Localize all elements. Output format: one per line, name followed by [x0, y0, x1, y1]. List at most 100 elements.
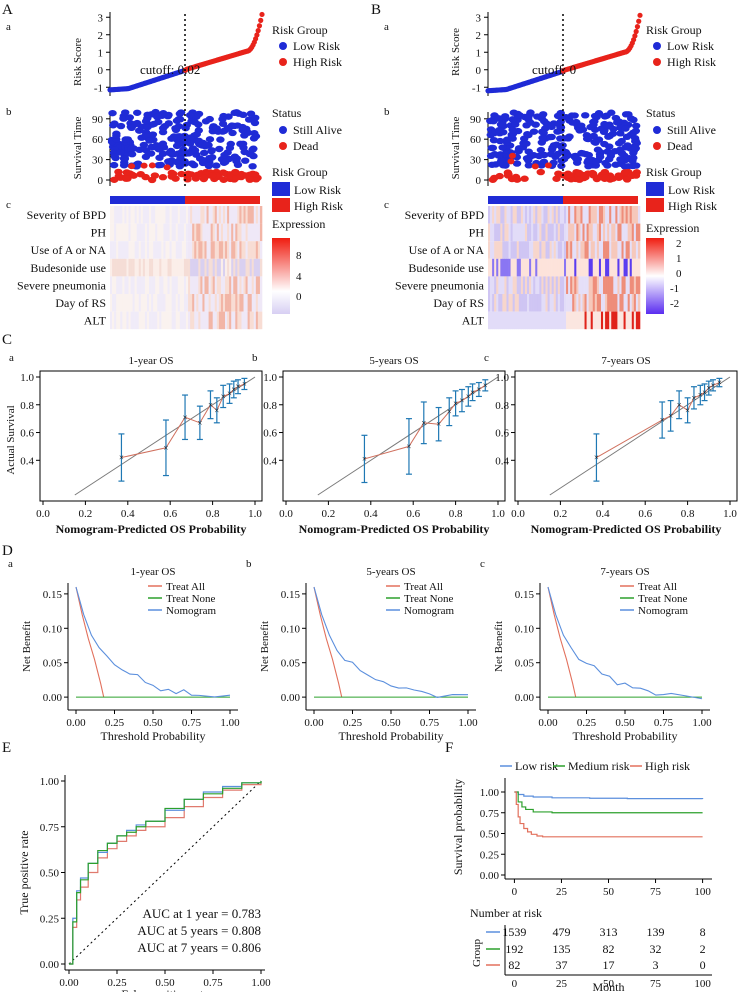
a-heat-cell	[136, 206, 140, 224]
calibration-title: 5-years OS	[369, 355, 418, 367]
b-heat-cell	[633, 294, 637, 312]
b-dead-point	[614, 172, 623, 179]
a-heat-cell	[155, 311, 158, 330]
a-heat-cell	[144, 276, 148, 294]
a-alive-point	[205, 136, 215, 143]
a-heat-cell	[255, 294, 259, 312]
b-heat-cell	[605, 294, 608, 312]
a-heat-cell	[235, 241, 238, 259]
b-heat-cell	[543, 311, 546, 330]
panel-b-sub-a: a	[384, 21, 389, 33]
b-heat-cell	[592, 276, 596, 294]
b-heat-cell	[576, 276, 579, 294]
b-heat-cell	[570, 223, 573, 242]
a-heat-cell	[194, 206, 197, 224]
b-heat-cell	[500, 311, 503, 330]
panel-b-legend-low: Low Risk	[667, 39, 714, 53]
b-heat-cell	[600, 294, 604, 312]
b-heat-cell	[603, 258, 606, 277]
b-dead-point	[601, 174, 611, 182]
a-risk-tick-label: 1	[98, 47, 104, 59]
b-heat-cell	[580, 276, 583, 294]
roc-ytick-label: 1.00	[40, 776, 60, 788]
b-heat-cell	[555, 206, 559, 224]
b-heat-cell	[488, 276, 491, 294]
a-heat-cell	[163, 223, 166, 242]
panel-b-legend-risk-title: Risk Group	[646, 23, 702, 37]
b-risk-tick-label: 1	[476, 47, 482, 59]
b-alive-point	[624, 163, 633, 170]
a-heat-cell	[212, 223, 216, 242]
panel-a-legend-group-high: High Risk	[294, 199, 343, 213]
a-heat-cell	[210, 206, 214, 224]
b-heat-cell	[500, 258, 503, 277]
b-alive-point	[632, 162, 641, 169]
a-heat-cell	[247, 311, 250, 330]
b-heat-cell	[510, 206, 513, 224]
a-heat-cell	[134, 276, 138, 294]
calibration-ytick-label: 0.4	[20, 455, 34, 467]
b-surv-tick-label: 30	[470, 155, 482, 167]
b-risk-point	[633, 28, 639, 35]
a-heat-cell	[251, 294, 255, 312]
b-heat-cell	[498, 223, 501, 242]
a-heat-cell	[249, 206, 253, 224]
a-heat-cell	[259, 258, 263, 277]
a-alive-point	[220, 151, 229, 159]
b-alive-point	[611, 161, 620, 168]
b-risk-tick-label: 0	[476, 65, 482, 77]
a-heat-cell	[181, 276, 185, 294]
decision-legend-label: Nomogram	[404, 605, 455, 617]
b-heat-cell	[555, 223, 559, 242]
b-heat-cell	[520, 258, 524, 277]
calibration-ideal-line	[74, 376, 256, 496]
b-alive-point	[567, 112, 577, 119]
a-alive-point	[112, 132, 121, 139]
b-heat-cell	[617, 311, 620, 330]
b-heat-cell	[566, 276, 569, 294]
b-heat-cell	[557, 294, 561, 312]
a-heat-cell	[146, 241, 150, 259]
roc-ytick-label: 0.00	[40, 959, 60, 971]
decision-xtick-label: 0.50	[381, 717, 401, 729]
a-heat-cell	[239, 311, 242, 330]
b-heat-cell	[508, 241, 511, 259]
a-heat-cell	[110, 258, 113, 277]
b-heat-cell	[635, 276, 639, 294]
a-heat-cell	[165, 223, 168, 242]
a-heat-cell	[144, 311, 148, 330]
a-alive-point	[227, 122, 237, 129]
b-heat-cell	[570, 311, 573, 330]
calibration-point: ×	[221, 391, 226, 401]
roc-auc1: AUC at 1 year = 0.783	[142, 906, 261, 921]
b-heat-cell	[508, 276, 511, 294]
a-heat-cell	[229, 223, 232, 242]
calibration-ytick-label: 0.8	[263, 400, 277, 412]
a-heat-cell	[229, 294, 232, 312]
a-dead-point	[122, 174, 131, 181]
a-heat-cell	[146, 258, 150, 277]
b-heat-cell	[582, 241, 585, 259]
a-heat-cell	[134, 294, 138, 312]
a-alive-point	[241, 157, 250, 164]
a-heat-cell	[110, 311, 113, 330]
b-heat-row-label: ALT	[462, 314, 485, 328]
b-heat-cell	[623, 294, 626, 312]
b-risk-tick-label: 2	[476, 30, 482, 42]
b-heat-cell	[504, 223, 507, 242]
a-alive-point	[238, 126, 247, 134]
panel-b-expr-tick-0: 0	[676, 268, 682, 280]
a-heat-cell	[214, 294, 218, 312]
calibration-point: ×	[231, 384, 236, 394]
a-alive-point	[218, 120, 228, 128]
a-heat-cell	[183, 223, 187, 242]
b-heat-cell	[588, 223, 592, 242]
b-heat-cell	[574, 223, 577, 242]
b-heat-cell	[619, 276, 622, 294]
a-heat-cell	[130, 258, 133, 277]
b-heat-cell	[553, 258, 557, 277]
b-heat-cell	[506, 258, 509, 277]
panel-a-sub-b: b	[6, 106, 12, 118]
km-risk-cell: 313	[600, 925, 618, 939]
calibration-xtick-label: 0.0	[511, 508, 525, 520]
